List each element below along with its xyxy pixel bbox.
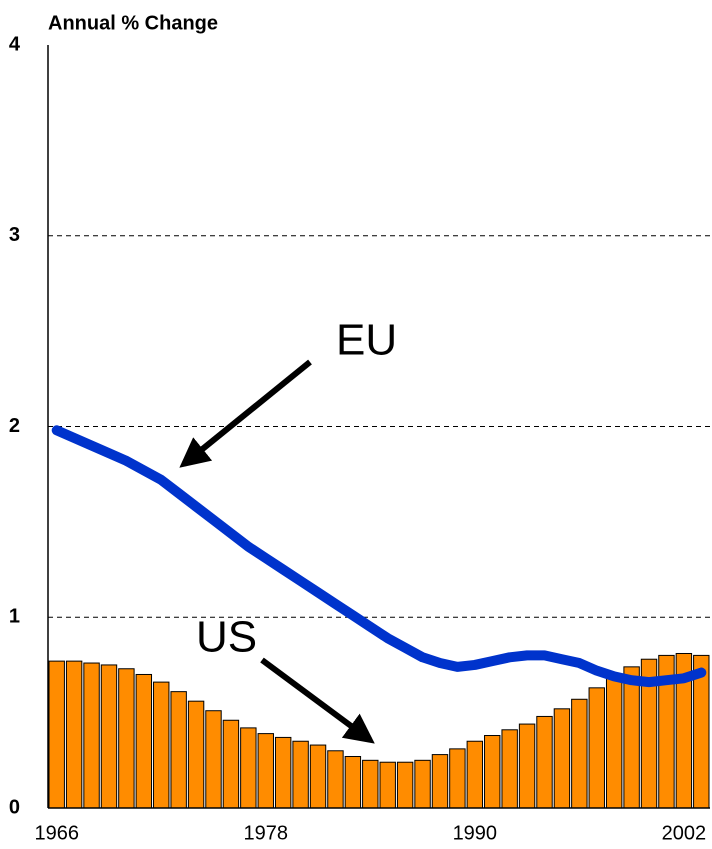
bar — [605, 677, 623, 809]
bar — [48, 660, 65, 809]
bar — [153, 681, 170, 809]
bar — [170, 691, 187, 809]
bar — [187, 700, 205, 809]
bar — [466, 740, 484, 809]
bar — [83, 662, 100, 809]
bar — [309, 744, 327, 809]
bar — [135, 673, 153, 809]
bar — [396, 761, 414, 809]
x-tick-label: 1966 — [34, 822, 79, 844]
eu-arrow — [179, 359, 312, 468]
bar — [65, 660, 83, 809]
bar — [431, 754, 449, 809]
x-tick-label: 1990 — [453, 822, 498, 844]
bar — [536, 715, 553, 809]
bar — [588, 687, 605, 809]
bar — [623, 666, 640, 809]
eu-annotation: EU — [336, 316, 397, 365]
y-tick-label: 0 — [9, 796, 20, 818]
chart-title: Annual % Change — [48, 12, 218, 34]
x-tick-label: 1978 — [244, 822, 289, 844]
bar — [344, 755, 362, 809]
bar — [449, 748, 466, 809]
bar — [240, 727, 257, 809]
bar — [362, 759, 379, 809]
us-annotation: US — [196, 613, 257, 662]
line — [51, 425, 707, 688]
bar — [327, 750, 344, 809]
bar — [274, 736, 292, 809]
us-arrow — [260, 657, 375, 744]
y-tick-label: 2 — [9, 415, 20, 437]
y-tick-label: 4 — [9, 33, 21, 55]
bar — [571, 698, 588, 809]
bar — [222, 719, 240, 809]
bar — [118, 668, 135, 809]
bar — [501, 729, 518, 809]
bar — [292, 740, 309, 809]
bar — [205, 710, 222, 809]
y-tick-label: 3 — [9, 224, 20, 246]
bar — [518, 723, 536, 809]
bar — [553, 708, 571, 809]
y-tick-label: 1 — [9, 606, 20, 628]
bar — [100, 664, 118, 809]
bar — [484, 735, 501, 809]
x-tick-label: 2002 — [662, 822, 707, 844]
bar — [414, 759, 431, 809]
plot-area: 0 1 2 3 4 1966 1978 1990 2002 — [9, 33, 710, 844]
bar — [257, 733, 274, 809]
bar — [379, 761, 396, 809]
